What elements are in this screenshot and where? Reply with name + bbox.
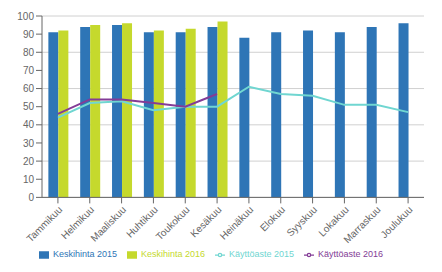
html-text:Keskihinta 2015: Keskihinta 2015: [52, 249, 117, 260]
svg-text:Elokuu: Elokuu: [258, 204, 287, 233]
svg-text:40: 40: [23, 119, 35, 130]
svg-text:0: 0: [28, 192, 34, 203]
html-text:Käyttöaste 2016: Käyttöaste 2016: [318, 249, 384, 260]
html-text:Käyttöaste 2015: Käyttöaste 2015: [229, 249, 294, 260]
svg-text:60: 60: [23, 83, 35, 94]
svg-text:10: 10: [23, 174, 35, 185]
svg-text:Helmikuu: Helmikuu: [58, 204, 97, 242]
svg-text:Lokakuu: Lokakuu: [316, 204, 351, 239]
svg-text:Marraskuu: Marraskuu: [341, 204, 382, 245]
svg-text:80: 80: [23, 47, 35, 58]
svg-text:Tammikuu: Tammikuu: [24, 204, 64, 244]
svg-text:100: 100: [17, 11, 34, 22]
svg-text:Kesäkuu: Kesäkuu: [188, 204, 224, 240]
svg-text:70: 70: [23, 65, 35, 76]
svg-text:30: 30: [23, 138, 35, 149]
html-text:Keskihinta 2016: Keskihinta 2016: [140, 249, 205, 260]
svg-text:Joulukuu: Joulukuu: [378, 204, 414, 240]
svg-text:Syyskuu: Syyskuu: [285, 204, 320, 239]
svg-text:50: 50: [23, 101, 35, 112]
svg-text:Heinäkuu: Heinäkuu: [218, 204, 256, 242]
svg-text:Huhtikuu: Huhtikuu: [124, 204, 160, 240]
svg-text:Maaliskuu: Maaliskuu: [88, 204, 128, 244]
svg-text:20: 20: [23, 156, 35, 167]
svg-text:90: 90: [23, 29, 35, 40]
svg-text:Toukokuu: Toukokuu: [154, 204, 192, 242]
